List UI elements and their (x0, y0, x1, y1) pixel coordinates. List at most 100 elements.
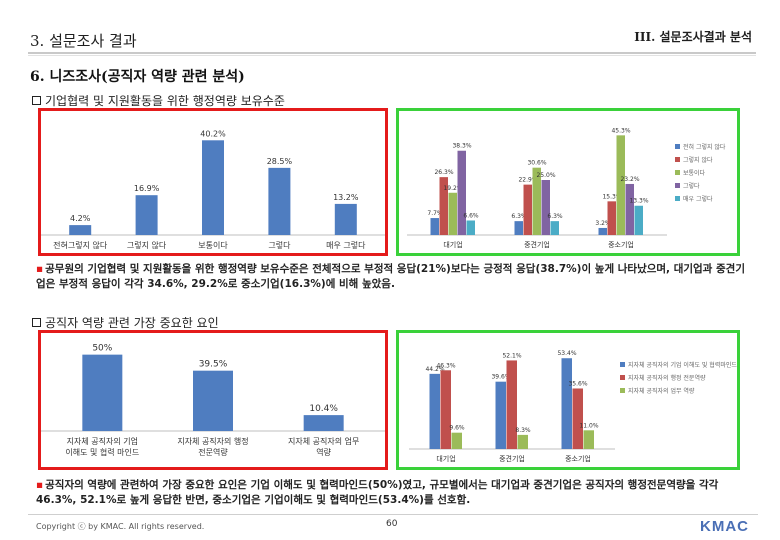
q1-left-chart-frame (38, 108, 388, 256)
q2-subtitle: 공직자 역량 관련 가장 중요한 요인 (32, 314, 219, 331)
q2-left-chart-frame (38, 330, 388, 470)
data-label: 53.4% (557, 350, 576, 357)
legend-label: 매우 그렇다 (683, 196, 713, 203)
legend-swatch (620, 375, 625, 380)
legend-swatch (675, 157, 680, 162)
data-label: 23.2% (620, 176, 639, 183)
legend-label: 보통이다 (683, 170, 706, 177)
bar (451, 432, 462, 449)
data-label: 6.3% (547, 213, 563, 220)
category-label: 중견기업 (499, 454, 525, 463)
legend-item: 매우 그렇다 (675, 194, 725, 203)
q1-left-chart: 4.2% 전혀그렇지 않다 16.9% 그렇지 않다 40.2% 보통이다 28.5% 그렇다… (41, 129, 385, 250)
data-label: 25.0% (536, 172, 555, 179)
data-label: 13.2% (333, 193, 359, 202)
q2-right-chart-frame (396, 330, 740, 470)
header-divider (28, 52, 756, 54)
data-label: 30.6% (527, 160, 546, 167)
legend-item: 전혀 그렇지 않다 (675, 142, 725, 151)
bar (616, 135, 625, 235)
category-label: 전혀그렇지 않다 (53, 240, 108, 250)
legend-label: 전혀 그렇지 않다 (683, 144, 726, 151)
bar (439, 177, 448, 235)
category-label: 전문역량 (198, 447, 228, 457)
legend-item: 그렇지 않다 (675, 155, 725, 164)
q2-note-text: 공직자의 역량에 관련하여 가장 중요한 요인은 기업 이해도 및 협력마인드(… (36, 479, 719, 506)
category-label: 지자체 공직자의 업무 (288, 436, 359, 446)
bar (561, 358, 572, 449)
bar (429, 373, 440, 449)
data-label: 44.2% (425, 366, 444, 373)
category-label: 중소기업 (608, 240, 634, 249)
category-label: 중견기업 (524, 240, 550, 249)
category-label: 대기업 (436, 454, 455, 463)
data-label: 38.3% (452, 143, 471, 150)
category-label: 지자체 공직자의 기업 (67, 436, 138, 446)
kmac-logo: KMAC (700, 518, 749, 535)
data-label: 7.7% (427, 210, 443, 217)
data-label: 22.9% (518, 177, 537, 184)
copyright: Copyright ⓒ by KMAC. All rights reserved… (36, 522, 205, 531)
legend-label: 지자체 공직자의 업무 역량 (628, 388, 695, 395)
data-label: 45.3% (611, 127, 630, 134)
legend-label: 지자체 공직자의 행정 전문역량 (628, 375, 706, 382)
bar (523, 184, 532, 235)
legend-swatch (620, 388, 625, 393)
bar (572, 388, 583, 449)
bar (303, 415, 344, 431)
q1-subtitle: 기업협력 및 지원활동을 위한 행정역량 보유수준 (32, 92, 285, 109)
legend-item: 보통이다 (675, 168, 725, 177)
square-bullet-icon: ▪ (36, 263, 44, 275)
category-label: 매우 그렇다 (326, 240, 366, 250)
data-label: 6.6% (463, 212, 479, 219)
bar (550, 221, 559, 235)
data-label: 15.3% (602, 193, 621, 200)
data-label: 35.6% (568, 380, 587, 387)
bar (334, 203, 357, 235)
bar (193, 370, 233, 431)
data-label: 4.2% (70, 214, 91, 223)
data-label: 39.5% (199, 360, 228, 370)
data-label: 19.2% (443, 185, 462, 192)
bar (506, 360, 517, 449)
data-label: 13.3% (629, 198, 648, 205)
legend-item: 지자체 공직자의 기업 이해도 및 협력마인드 (620, 360, 737, 369)
data-label: 10.4% (309, 404, 338, 414)
legend-item: 그렇다 (675, 181, 725, 190)
legend-item: 지자체 공직자의 행정 전문역량 (620, 373, 736, 382)
bar (495, 381, 506, 449)
q2-subtitle-text: 공직자 역량 관련 가장 중요한 요인 (45, 316, 219, 330)
bar (625, 183, 634, 235)
bar (69, 225, 92, 235)
q1-right-chart: 7.7% 26.3% 19.2% 38.3% 6.6% 대기업 6.3% 22.9% 30.6%… (407, 127, 667, 249)
data-label: 50% (92, 344, 112, 354)
category-label: 역량 (316, 447, 331, 457)
data-label: 3.2% (595, 220, 611, 227)
legend-swatch (675, 196, 680, 201)
data-label: 9.6% (449, 425, 465, 432)
bar (517, 434, 528, 449)
bar (82, 354, 123, 431)
legend-swatch (675, 144, 680, 149)
bar (532, 167, 541, 235)
legend-item: 지자체 공직자의 업무 역량 (620, 386, 736, 395)
bar (607, 201, 616, 235)
data-label: 39.6% (491, 374, 510, 381)
q2-right-chart: 44.2%46.3% 9.6% 대기업 39.6% 52.1% 8.3% 중견기업 53.4%… (409, 350, 615, 463)
bar (440, 370, 451, 449)
header-divider-secondary (28, 55, 756, 56)
category-label: 그렇지 않다 (127, 240, 167, 250)
q1-subtitle-text: 기업협력 및 지원활동을 위한 행정역량 보유수준 (45, 94, 285, 108)
bar (430, 218, 439, 235)
legend-swatch (675, 183, 680, 188)
page-number: 60 (386, 519, 398, 529)
category-label: 그렇다 (268, 240, 291, 250)
legend-label: 그렇지 않다 (683, 157, 713, 164)
section-title: 6. 니즈조사(공직자 역량 관련 분석) (30, 69, 245, 85)
q1-note-text: 공무원의 기업협력 및 지원활동을 위한 행정역량 보유수준은 전체적으로 부정… (36, 263, 745, 290)
data-label: 52.1% (502, 352, 521, 359)
legend-swatch (675, 170, 680, 175)
q1-note: ▪ 공무원의 기업협력 및 지원활동을 위한 행정역량 보유수준은 전체적으로 부… (36, 262, 748, 292)
